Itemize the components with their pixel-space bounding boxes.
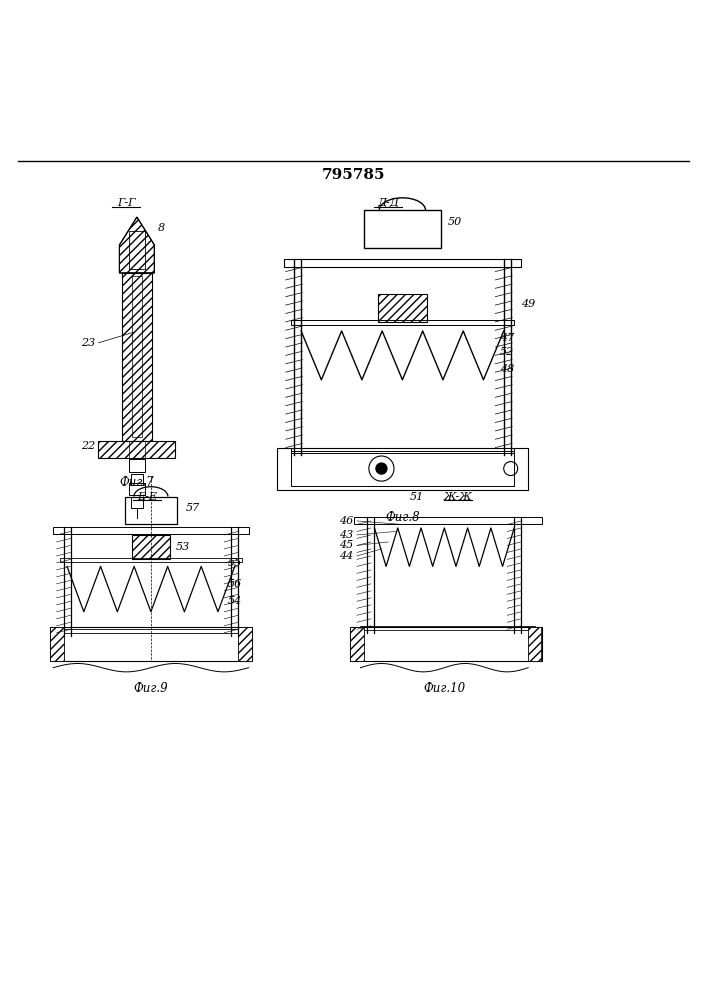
- Bar: [284, 259, 521, 267]
- Text: Е-Е: Е-Е: [137, 492, 158, 502]
- Bar: [131, 497, 143, 508]
- Bar: [129, 441, 146, 458]
- Bar: [129, 231, 146, 269]
- Text: 54: 54: [228, 596, 242, 606]
- Bar: [361, 626, 535, 630]
- Text: 795785: 795785: [322, 168, 385, 182]
- Bar: [132, 535, 170, 559]
- Bar: [49, 627, 64, 661]
- Bar: [291, 451, 514, 486]
- Text: 55: 55: [228, 558, 242, 568]
- Text: Фиг.10: Фиг.10: [423, 682, 465, 695]
- Bar: [122, 273, 151, 441]
- Text: 8: 8: [158, 223, 165, 233]
- Text: Г-Г: Г-Г: [117, 198, 136, 208]
- Text: 23: 23: [81, 338, 95, 348]
- Bar: [98, 441, 175, 458]
- Text: Фиг.8: Фиг.8: [385, 511, 420, 524]
- Bar: [60, 558, 242, 562]
- Bar: [49, 627, 252, 661]
- Text: 49: 49: [521, 299, 535, 309]
- Text: Фиг.7: Фиг.7: [119, 476, 154, 489]
- Polygon shape: [119, 217, 154, 273]
- Text: 56: 56: [228, 579, 242, 589]
- Text: 48: 48: [501, 364, 515, 374]
- Text: 46: 46: [339, 516, 354, 526]
- Bar: [291, 448, 514, 453]
- Bar: [132, 276, 142, 437]
- Text: 57: 57: [186, 503, 200, 513]
- Text: 52: 52: [501, 347, 515, 357]
- Text: 50: 50: [448, 217, 462, 227]
- Bar: [364, 210, 441, 248]
- Text: 51: 51: [409, 492, 423, 502]
- Circle shape: [376, 463, 387, 474]
- Text: 22: 22: [81, 441, 95, 451]
- Bar: [129, 459, 145, 472]
- Text: 43: 43: [339, 530, 354, 540]
- Text: 45: 45: [339, 540, 354, 550]
- Bar: [238, 627, 252, 661]
- Text: Ж-Ж: Ж-Ж: [444, 492, 473, 502]
- Bar: [124, 497, 177, 524]
- Bar: [350, 627, 364, 661]
- Bar: [53, 527, 249, 534]
- Text: 44: 44: [339, 551, 354, 561]
- Text: Д-Д: Д-Д: [378, 198, 399, 208]
- Text: Фиг.9: Фиг.9: [134, 682, 168, 695]
- Bar: [354, 517, 542, 524]
- Text: 47: 47: [501, 333, 515, 343]
- Bar: [291, 320, 514, 325]
- Bar: [60, 629, 242, 633]
- Bar: [131, 474, 143, 485]
- Bar: [276, 448, 528, 490]
- Text: 53: 53: [175, 542, 189, 552]
- Bar: [350, 627, 542, 661]
- Bar: [378, 294, 427, 322]
- Bar: [528, 627, 541, 661]
- Bar: [129, 483, 145, 495]
